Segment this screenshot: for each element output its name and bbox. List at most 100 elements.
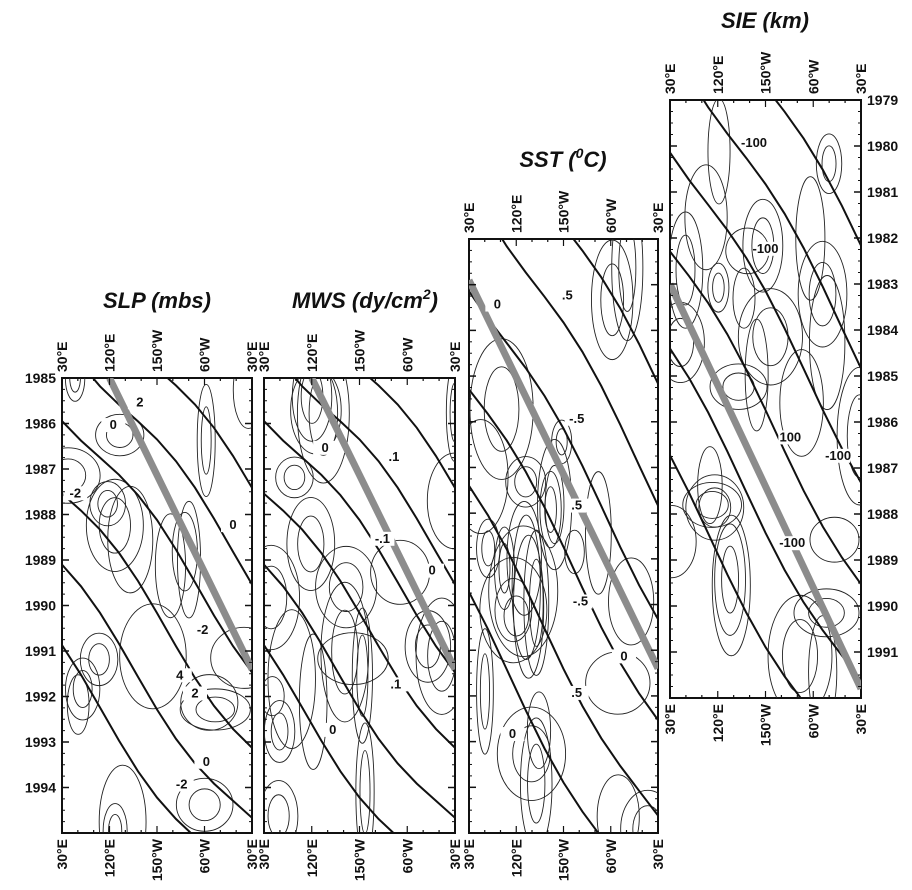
contour-label: 0 [110,417,117,432]
contour-region [519,717,553,833]
contour-label: 0 [509,726,516,741]
contour-region [359,750,371,833]
contour-label: -.5 [569,411,584,426]
contour-region [264,544,300,651]
contour-label: -.1 [375,531,390,546]
lon-tick-label-top: 30°E [54,341,70,372]
contour-region [512,725,551,783]
contour-region [196,383,216,498]
contour-region [737,288,803,386]
year-tick-label: 1986 [867,414,898,430]
contour-zero-line [500,239,658,507]
lon-tick-label-bottom: 120°E [710,704,726,742]
contour-region [98,764,147,833]
contour-region [685,474,745,541]
contour-region [618,239,637,312]
contour-label: 0 [322,440,329,455]
contour-region [210,626,252,689]
contour-region [296,378,350,484]
contour-region [721,545,740,614]
propagation-trend-line [308,378,455,671]
lon-tick-label-top: 150°W [556,190,572,233]
lon-tick-label-top: 30°E [256,341,272,372]
contour-region [795,176,826,301]
year-tick-label: 1987 [25,461,56,477]
lon-tick-label-bottom: 120°E [304,839,320,877]
propagation-trend-line [106,378,252,671]
lon-tick-label-top: 30°E [662,63,678,94]
year-tick-label: 1979 [867,92,898,108]
contour-zero-line [670,347,861,682]
contour-region [479,653,491,730]
lon-tick-label-bottom: 150°W [352,838,368,881]
contour-region [555,428,568,456]
contour-zero-line [264,563,455,819]
lon-tick-label-top: 30°E [447,341,463,372]
lon-tick-label-bottom: 30°E [256,839,272,870]
contour-region [846,394,861,478]
contour-region [675,234,696,306]
contour-zero-line [62,420,252,673]
contour-region [608,557,655,646]
contour-zero-line [62,563,252,819]
year-tick-label: 1988 [867,506,898,522]
year-tick-label: 1987 [867,460,898,476]
contour-zero-line [670,152,861,484]
propagation-trend-line [469,278,658,671]
lon-tick-label-top: 30°E [650,202,666,233]
contour-zero-line [469,388,658,721]
contour-region [527,743,546,824]
lon-tick-label-bottom: 30°E [650,839,666,870]
lon-tick-label-bottom: 30°E [853,704,869,735]
year-tick-label: 1981 [867,184,898,200]
contour-region [232,378,252,429]
panel-title-sie: SIE (km) [721,8,809,33]
contour-region [808,262,837,327]
contour-region [684,164,728,271]
contour-region [808,275,846,411]
contour-label: 2 [136,394,143,409]
contour-label: -2 [176,777,188,792]
panel-sst: SST (0C) 0 .5 -.5 .5 -.5 0 .5 0 30°E 30°E 120°E 120°… [461,145,666,881]
contour-label: -.5 [573,594,588,609]
contour-region [711,514,751,657]
contour-label: -100 [825,448,851,463]
contour-region [496,706,567,801]
contour-region [476,518,501,579]
contour-region [445,378,455,462]
contour-region [283,464,306,491]
axis-ticks [669,99,862,699]
year-tick-label: 1986 [25,416,56,432]
propagation-trend-line [670,282,861,691]
contour-label: -100 [741,135,767,150]
contour-region [564,529,585,575]
contour-label: -2 [70,485,82,500]
contour-region [714,523,746,636]
contour-zero-line [670,250,861,585]
lon-tick-label-top: 150°W [758,51,774,94]
contour-label: 0 [203,754,210,769]
contour-region [180,674,239,731]
lon-tick-label-top: 120°E [102,334,118,372]
lon-tick-label-top: 120°E [508,195,524,233]
contour-region [742,198,784,293]
contour-region [297,515,325,573]
contour-region [670,317,695,367]
year-tick-label: 1993 [25,734,56,750]
contour-label: -2 [197,622,209,637]
contour-region [267,794,290,833]
contour-region [270,712,289,751]
year-tick-label: 1985 [867,368,898,384]
contour-region [97,489,118,518]
lon-tick-label-bottom: 30°E [662,704,678,735]
contour-zero-line [702,100,861,369]
contour-region [188,788,221,822]
contour-region [511,514,541,660]
panel-sie: SIE (km) -100 -100 100 -100 -100 30°E 30°E 120°E… [662,8,898,746]
contour-region [476,628,494,755]
contour-region [275,456,314,499]
contour-region [808,598,845,628]
contour-region [308,378,339,456]
contour-region [351,607,373,744]
